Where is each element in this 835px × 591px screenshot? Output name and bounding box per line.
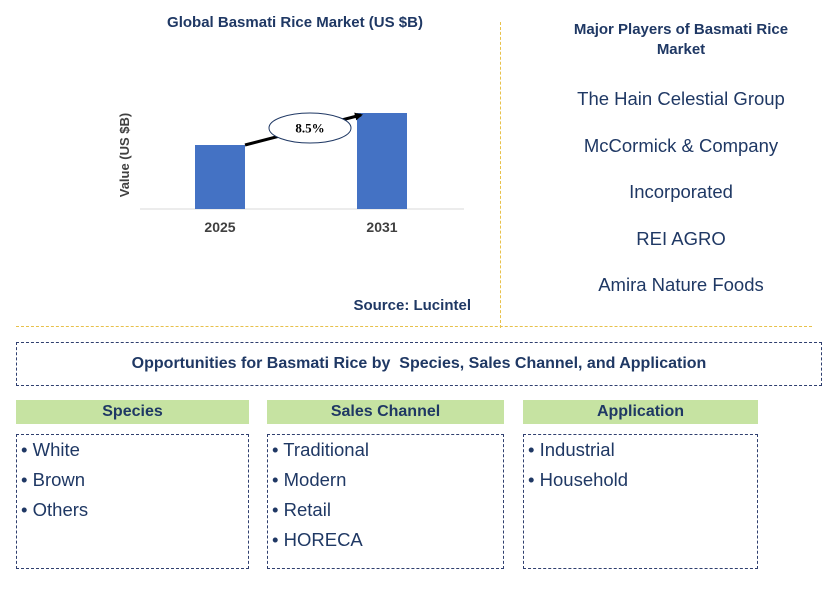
cagr-label: 8.5% (295, 121, 324, 136)
x-tick-label: 2025 (204, 219, 235, 235)
species-item-label: White (32, 439, 80, 460)
sales-channel-item-label: Modern (283, 469, 347, 490)
horizontal-divider (16, 326, 812, 327)
application-header: Application (523, 400, 758, 424)
cagr-bubble (268, 112, 352, 144)
player-item: REI AGRO (636, 227, 726, 249)
bar-2025 (195, 145, 245, 209)
species-item-label: Others (32, 499, 89, 520)
vertical-divider (500, 22, 501, 328)
players-list: The Hain Celestial Group McCormick & Com… (540, 88, 822, 321)
species-item: • Others (21, 499, 89, 520)
player-item: The Hain Celestial Group (577, 88, 785, 109)
species-item-label: Brown (32, 469, 86, 490)
sales-channel-item: • Traditional (272, 439, 369, 460)
y-axis-label: Value (US $B) (117, 113, 132, 198)
opportunities-banner: Opportunities for Basmati Rice by Specie… (16, 342, 822, 386)
species-header: Species (16, 400, 249, 424)
bar-2031 (357, 113, 407, 209)
player-item: Incorporated (629, 181, 733, 202)
sales-channel-item-label: Retail (283, 499, 331, 520)
sales-channel-item-label: HORECA (283, 529, 363, 550)
players-title: Major Players of Basmati Rice Market (573, 21, 789, 58)
player-item: McCormick & Company (583, 134, 779, 156)
species-item: • White (21, 439, 80, 460)
application-box: • Industrial • Household (523, 434, 758, 569)
application-item: • Household (528, 469, 629, 490)
species-box: • White • Brown • Others (16, 434, 249, 569)
application-item-label: Household (539, 469, 629, 490)
chart-title: Global Basmati Rice Market (US $B) (167, 14, 423, 31)
sales-channel-box: • Traditional • Modern • Retail • HORECA (267, 434, 504, 569)
sales-channel-item: • Retail (272, 499, 331, 520)
player-item: Amira Nature Foods (598, 274, 764, 295)
sales-channel-item-label: Traditional (283, 439, 369, 460)
application-item-label: Industrial (539, 439, 615, 460)
sales-channel-header: Sales Channel (267, 400, 504, 424)
source-label: Source: Lucintel (353, 297, 471, 314)
application-item: • Industrial (528, 439, 615, 460)
sales-channel-item: • Modern (272, 469, 347, 490)
bar-chart: Value (US $B) 2025 2031 8.5% (117, 112, 464, 235)
x-tick-label: 2031 (366, 219, 397, 235)
sales-channel-item: • HORECA (272, 529, 363, 550)
species-item: • Brown (21, 469, 86, 490)
